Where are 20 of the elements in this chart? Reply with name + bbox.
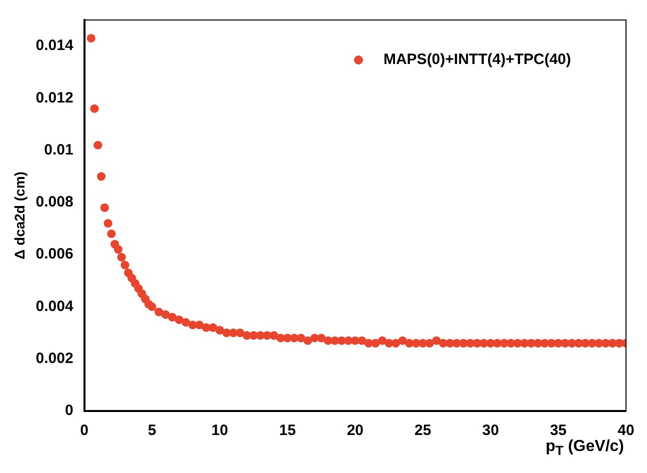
x-tick-label: 40	[618, 422, 634, 440]
y-tick-label: 0	[64, 402, 74, 420]
y-tick-label: 0.004	[36, 298, 74, 315]
y-tick-label: 0.008	[36, 194, 74, 211]
y-tick-label: 0.002	[36, 350, 74, 368]
x-tick-label: 10	[211, 422, 228, 440]
y-axis-title: Δ dca2d (cm)	[11, 172, 28, 260]
x-tick-label: 35	[550, 422, 567, 440]
y-tick-label: 0.012	[36, 89, 74, 106]
x-axis-title: p$_{T}$ (GeV/c)	[546, 438, 624, 458]
y-tick-label: 0.01	[44, 141, 74, 158]
x-tick-label: 5	[148, 422, 156, 440]
x-tick-label: 25	[414, 422, 432, 440]
x-tick-label: 20	[346, 422, 364, 440]
y-tick-label: 0.006	[36, 246, 74, 263]
x-tick-label: 30	[482, 422, 499, 440]
x-tick-label: 0	[80, 422, 89, 440]
y-tick-label: 0.014	[36, 37, 74, 54]
x-tick-label: 15	[279, 422, 296, 440]
legend-label: MAPS(0)+INTT(4)+TPC(40)	[383, 51, 572, 68]
